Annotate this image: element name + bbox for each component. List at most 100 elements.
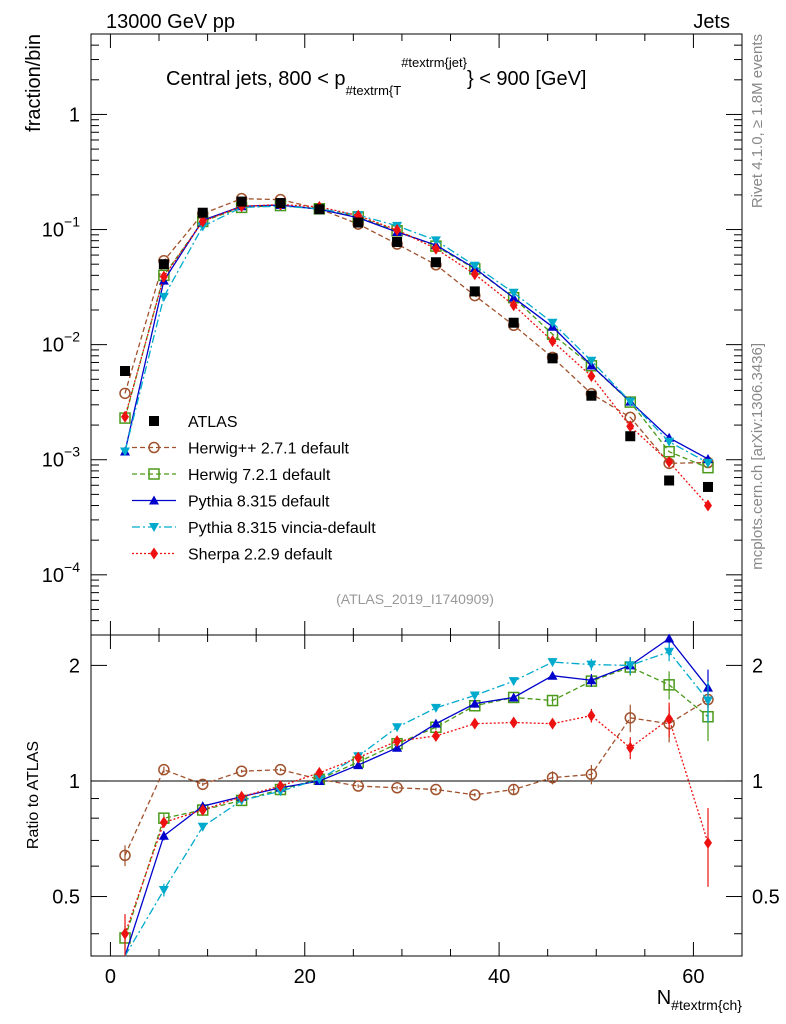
legend-label: Herwig 7.2.1 default xyxy=(188,467,331,484)
series-0-point-bottom xyxy=(235,765,248,778)
x-tick-label: 40 xyxy=(488,966,510,988)
series-0-point-top xyxy=(119,387,131,400)
bottom-panel-axes: 0 20 40 60 2 2 1 1 0.5 0.5 xyxy=(52,635,780,988)
legend-label: Pythia 8.315 vincia-default xyxy=(188,520,376,537)
plot-title: Central jets, 800 < p#textrm{T #textrm{je… xyxy=(166,55,586,98)
series-3-point-bottom xyxy=(664,647,675,657)
series-2-line-bottom xyxy=(124,637,709,957)
series-3-point-top xyxy=(547,318,558,328)
series-0-point-bottom xyxy=(391,782,403,794)
data-point xyxy=(197,207,208,218)
data-point xyxy=(353,217,364,228)
bottom-panel-frame xyxy=(90,634,743,957)
series-0-point-bottom xyxy=(624,712,637,724)
energy-label: 13000 GeV pp xyxy=(106,11,235,33)
series-2-line-top xyxy=(124,204,709,460)
series-4-point-bottom xyxy=(237,790,246,803)
series-3-point-bottom xyxy=(314,775,325,785)
x-axis-title-subscript: #textrm{ch} xyxy=(671,997,742,1013)
data-point xyxy=(314,204,325,215)
x-tick-label: 20 xyxy=(294,966,316,988)
series-3-point-bottom xyxy=(430,703,441,713)
series-2-point-bottom xyxy=(547,670,558,680)
series-3-point-top xyxy=(158,292,169,302)
x-axis-title: N#textrm{ch} xyxy=(657,987,743,1013)
series-3-point-bottom xyxy=(197,822,208,832)
data-point xyxy=(664,475,675,486)
series-3-line-top xyxy=(124,205,709,464)
y-tick-label-bottom-right: 1 xyxy=(752,771,763,793)
data-point xyxy=(586,390,597,401)
series-2-point-bottom xyxy=(353,760,364,770)
series-0-point-bottom xyxy=(352,780,364,792)
x-tick-label: 60 xyxy=(682,966,704,988)
series-2-point-bottom xyxy=(508,692,519,702)
series-4-point-bottom xyxy=(509,716,518,729)
y-tick-label-top: 10−3 xyxy=(42,444,80,472)
y-tick-label-bottom-right: 0.5 xyxy=(752,887,780,909)
series-4-point-bottom xyxy=(548,717,557,730)
data-point xyxy=(625,431,636,442)
series-3-point-top xyxy=(508,288,519,298)
data-point xyxy=(508,317,519,328)
legend-marker xyxy=(148,441,160,454)
series-3-point-bottom xyxy=(702,696,713,706)
series-3-point-top xyxy=(120,447,131,457)
series-2-point-bottom xyxy=(586,675,597,685)
series-4-point-top xyxy=(431,242,440,255)
series-4-point-bottom xyxy=(159,816,168,829)
series-3-point-bottom xyxy=(158,885,169,895)
data-point xyxy=(547,353,558,364)
top-panel-axes: 1 10−1 10−2 10−3 10−4 xyxy=(42,33,742,636)
x-axis-title-main: N xyxy=(657,987,671,1009)
series-4-point-top xyxy=(509,299,518,312)
title-main: Central jets, 800 < p xyxy=(166,68,346,90)
bottom-panel-series xyxy=(119,633,714,957)
series-0-line-bottom xyxy=(124,698,709,856)
data-point xyxy=(469,286,480,297)
title-superscript: #textrm{jet} xyxy=(401,55,467,70)
series-0-point-bottom xyxy=(507,783,520,796)
data-point xyxy=(275,198,286,209)
analysis-label: (ATLAS_2019_I1740909) xyxy=(336,591,494,607)
series-0-point-bottom xyxy=(158,763,170,776)
legend-label: Pythia 8.315 default xyxy=(188,494,330,511)
series-0-point-bottom xyxy=(469,789,481,801)
rivet-label: Rivet 4.1.0, ≥ 1.8M events xyxy=(749,34,766,208)
series-4-point-bottom xyxy=(431,729,440,742)
series-4-point-bottom xyxy=(470,717,479,730)
series-4-point-bottom xyxy=(121,927,130,940)
series-4-point-top xyxy=(665,455,674,468)
series-2-point-bottom xyxy=(664,633,675,643)
process-label: Jets xyxy=(693,11,730,33)
series-0-point-bottom xyxy=(119,849,131,862)
series-3-point-bottom xyxy=(547,658,558,668)
series-4-point-bottom xyxy=(354,751,363,764)
series-0-point-bottom xyxy=(546,771,559,784)
series-4-point-bottom xyxy=(703,836,712,849)
series-0-point-bottom xyxy=(430,783,442,796)
y-tick-label-top: 1 xyxy=(69,104,80,126)
series-4-point-bottom xyxy=(626,741,635,754)
top-panel-frame xyxy=(90,33,743,636)
series-4-point-bottom xyxy=(587,709,596,722)
mcplots-label: mcplots.cern.ch [arXiv:1306.3436] xyxy=(749,343,766,570)
series-2-point-bottom xyxy=(158,830,169,840)
legend-marker xyxy=(149,523,159,532)
y-tick-label-top: 10−2 xyxy=(42,329,80,357)
series-2-point-bottom xyxy=(392,742,403,752)
data-point xyxy=(702,481,713,492)
series-0-point-bottom xyxy=(196,778,209,791)
series-4-point-top xyxy=(121,410,130,423)
series-4-point-top xyxy=(470,268,479,281)
data-point xyxy=(392,236,403,247)
series-3-point-bottom xyxy=(508,677,519,687)
series-4-point-top xyxy=(393,224,402,237)
y-tick-label-bottom: 0.5 xyxy=(52,887,80,909)
series-0-point-bottom xyxy=(585,768,598,781)
series-3-point-bottom xyxy=(586,660,597,670)
top-panel-series xyxy=(119,192,714,512)
series-2-point-bottom xyxy=(430,718,441,728)
series-3-point-top xyxy=(469,261,480,271)
series-3-point-top xyxy=(625,397,636,407)
